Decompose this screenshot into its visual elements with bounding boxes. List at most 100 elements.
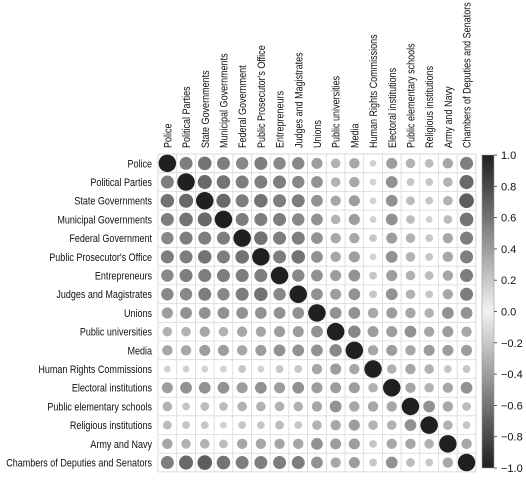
corr-circle-public-prosecutor-s-office--chambers-of-deputies-and-senators — [460, 250, 474, 264]
corr-circle-political-parties--police — [160, 175, 174, 189]
corr-circle-state-governments--public-prosecutor-s-office — [254, 193, 268, 208]
row-label-chambers-of-deputies-and-senators: Chambers of Deputies and Senators — [6, 458, 152, 470]
corr-circle-media--public-elementary-schools — [405, 345, 416, 356]
corr-circle-public-universities--public-universities — [326, 322, 345, 341]
corr-circle-federal-government--media — [349, 232, 360, 244]
corr-circle-public-prosecutor-s-office--state-governments — [197, 250, 212, 264]
column-label-group: Electoral institutions — [387, 68, 399, 148]
corr-circle-federal-government--public-prosecutor-s-office — [254, 231, 268, 245]
corr-circle-religious-institutions--public-elementary-schools — [404, 419, 417, 432]
corr-circle-religious-institutions--entrepreneurs — [275, 420, 284, 430]
corr-circle-municipal-governments--chambers-of-deputies-and-senators — [459, 212, 474, 227]
corr-circle-media--police — [162, 345, 173, 356]
row-label-municipal-governments: Municipal Governments — [57, 215, 152, 227]
corr-circle-political-parties--unions — [311, 176, 323, 188]
corr-circle-electoral-institutions--municipal-governments — [217, 381, 230, 394]
column-label-group: Unions — [312, 120, 324, 148]
corr-circle-entrepreneurs--municipal-governments — [216, 269, 230, 283]
corr-circle-public-elementary-schools--federal-government — [237, 401, 247, 412]
corr-circle-state-governments--unions — [311, 194, 323, 207]
colorbar-tick-label: −0.6 — [501, 400, 523, 412]
corr-circle-chambers-of-deputies-and-senators--public-prosecutor-s-office — [254, 456, 268, 470]
corr-circle-human-rights-commissions--public-prosecutor-s-office — [257, 365, 265, 373]
column-label-entrepreneurs: Entrepreneurs — [275, 91, 287, 148]
row-label-state-governments: State Governments — [74, 196, 152, 208]
corr-circle-unions--public-universities — [329, 307, 342, 319]
corr-circle-federal-government--political-parties — [179, 231, 193, 245]
corr-circle-media--public-prosecutor-s-office — [255, 344, 267, 356]
corr-circle-state-governments--human-rights-commissions — [369, 197, 377, 205]
corr-circle-state-governments--municipal-governments — [216, 193, 231, 208]
corr-circle-police--federal-government — [235, 157, 249, 170]
corr-circle-public-elementary-schools--police — [162, 401, 173, 412]
corr-circle-chambers-of-deputies-and-senators--state-governments — [197, 455, 213, 470]
row-label-public-elementary-schools: Public elementary schools — [47, 402, 152, 414]
colorbar: 1.0 0.8 0.6 0.4 0.2 0.0 −0.2 −0.4 −0.6 −0.8 −1.0 — [481, 150, 523, 475]
corr-circle-judges-and-magistrates--entrepreneurs — [273, 288, 286, 301]
column-label-state-governments: State Governments — [200, 70, 212, 148]
corr-circle-army-and-navy--municipal-governments — [219, 439, 228, 449]
corr-circle-electoral-institutions--public-elementary-schools — [405, 382, 416, 393]
corr-circle-public-prosecutor-s-office--political-parties — [179, 250, 193, 264]
corr-circle-judges-and-magistrates--political-parties — [179, 288, 193, 301]
corr-circle-public-prosecutor-s-office--public-universities — [330, 251, 341, 263]
corr-circle-public-universities--police — [162, 326, 173, 337]
corr-circle-religious-institutions--municipal-governments — [220, 421, 227, 429]
corr-circle-army-and-navy--human-rights-commissions — [369, 439, 377, 448]
corr-circle-public-elementary-schools--entrepreneurs — [274, 401, 285, 412]
corr-circle-political-parties--public-elementary-schools — [406, 178, 415, 186]
column-label-group: Entrepreneurs — [275, 91, 287, 148]
corr-circle-media--federal-government — [236, 345, 248, 356]
corr-circle-army-and-navy--religious-institutions — [424, 439, 434, 449]
corr-circle-police--public-elementary-schools — [405, 158, 416, 169]
corr-circle-public-elementary-schools--judges-and-magistrates — [293, 401, 304, 412]
corr-circle-electoral-institutions--human-rights-commissions — [368, 382, 378, 393]
corr-circle-human-rights-commissions--judges-and-magistrates — [294, 365, 303, 373]
corr-circle-public-universities--public-prosecutor-s-office — [255, 326, 267, 337]
colorbar-tick-label: −1.0 — [501, 463, 523, 475]
corr-circle-public-universities--federal-government — [236, 326, 248, 337]
corr-circle-federal-government--army-and-navy — [442, 232, 454, 244]
corr-circle-chambers-of-deputies-and-senators--religious-institutions — [425, 458, 434, 467]
corr-circle-unions--media — [348, 307, 361, 319]
corr-circle-federal-government--entrepreneurs — [273, 231, 287, 245]
corr-circle-public-universities--state-governments — [199, 326, 210, 337]
corr-circle-army-and-navy--army-and-navy — [439, 435, 457, 453]
corr-circle-police--religious-institutions — [424, 158, 434, 168]
corr-circle-public-universities--religious-institutions — [423, 326, 435, 337]
corr-circle-human-rights-commissions--state-governments — [201, 365, 209, 373]
corr-circle-chambers-of-deputies-and-senators--judges-and-magistrates — [291, 456, 305, 470]
corr-circle-electoral-institutions--entrepreneurs — [274, 382, 286, 394]
corr-circle-unions--entrepreneurs — [273, 307, 286, 319]
corr-circle-entrepreneurs--human-rights-commissions — [369, 271, 377, 280]
corr-circle-chambers-of-deputies-and-senators--public-elementary-schools — [406, 458, 415, 467]
corr-circle-religious-institutions--human-rights-commissions — [368, 420, 378, 430]
column-label-chambers-of-deputies-and-senators: Chambers of Deputies and Senators — [462, 2, 474, 148]
corr-circle-judges-and-magistrates--chambers-of-deputies-and-senators — [460, 287, 474, 301]
corr-circle-public-elementary-schools--electoral-institutions — [386, 401, 397, 412]
corr-circle-public-elementary-schools--unions — [311, 401, 323, 412]
column-label-group: Media — [350, 123, 362, 148]
colorbar-tick-label: −0.8 — [501, 432, 523, 444]
column-label-army-and-navy: Army and Navy — [443, 86, 455, 148]
corr-circle-media--municipal-governments — [217, 344, 229, 356]
corr-circle-police--municipal-governments — [216, 156, 230, 170]
corr-circle-municipal-governments--public-elementary-schools — [406, 215, 415, 224]
corr-circle-media--public-universities — [329, 344, 342, 357]
corr-circle-religious-institutions--police — [162, 420, 172, 430]
corr-circle-police--media — [349, 158, 360, 169]
corr-circle-public-universities--electoral-institutions — [386, 326, 398, 338]
corr-circle-unions--political-parties — [180, 307, 192, 319]
corr-circle-state-governments--entrepreneurs — [273, 194, 287, 208]
column-label-group: Political Parties — [181, 86, 193, 148]
corr-circle-entrepreneurs--chambers-of-deputies-and-senators — [460, 269, 474, 283]
corr-circle-army-and-navy--police — [162, 438, 173, 450]
row-labels: Police Political Parties State Governments… — [6, 159, 152, 470]
corr-circle-army-and-navy--unions — [311, 437, 323, 450]
corr-circle-entrepreneurs--federal-government — [235, 269, 249, 283]
corr-circle-public-universities--political-parties — [181, 326, 191, 337]
corr-circle-army-and-navy--entrepreneurs — [274, 438, 285, 450]
corr-circle-religious-institutions--judges-and-magistrates — [294, 421, 303, 430]
corr-circle-entrepreneurs--public-prosecutor-s-office — [254, 269, 268, 283]
row-label-judges-and-magistrates: Judges and Magistrates — [56, 290, 152, 302]
